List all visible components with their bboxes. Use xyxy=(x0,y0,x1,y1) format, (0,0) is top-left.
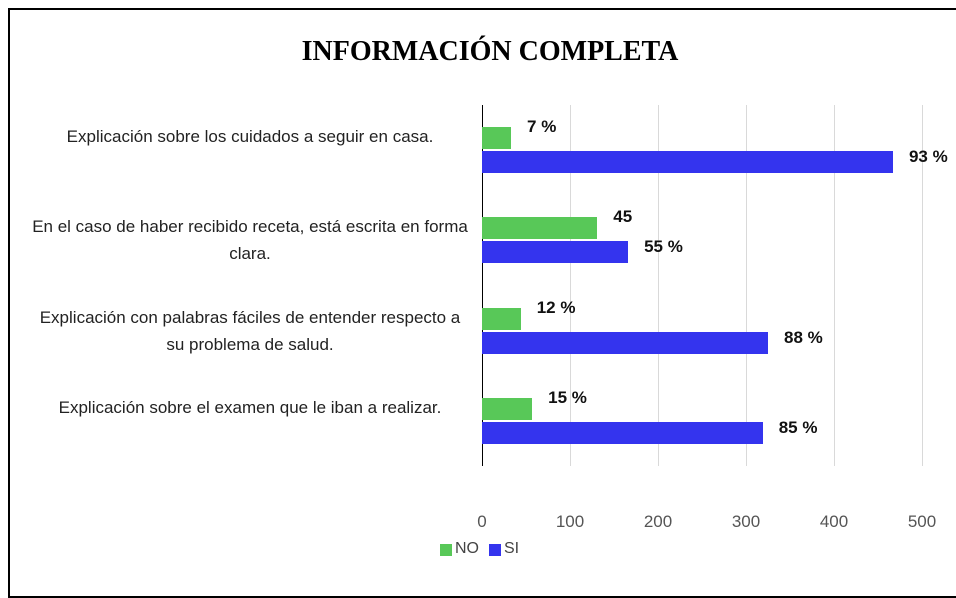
grid-line xyxy=(746,105,747,466)
value-label: 55 % xyxy=(644,237,683,257)
grid-line xyxy=(834,105,835,466)
category-label: Explicación con palabras fáciles de ente… xyxy=(39,307,461,354)
x-tick-label: 0 xyxy=(477,512,487,531)
x-tick-label: 300 xyxy=(731,512,761,531)
value-label: 7 % xyxy=(527,117,557,137)
grid-line xyxy=(658,105,659,466)
x-tick-label: 400 xyxy=(819,512,849,531)
legend-label: SI xyxy=(504,540,520,557)
value-label: 12 % xyxy=(536,297,576,317)
bar xyxy=(482,331,768,354)
x-tick-label: 200 xyxy=(643,512,673,531)
page: INFORMACIÓN COMPLETA 0 100 200 300 400 500 Exp… xyxy=(8,8,956,598)
legend-swatch xyxy=(489,544,501,556)
bar xyxy=(482,127,512,150)
category-label: En el caso de haber recibido receta, est… xyxy=(32,217,468,264)
category-label: Explicación sobre los cuidados a seguir … xyxy=(66,127,434,147)
value-label: 45 xyxy=(613,207,633,227)
value-label: 93 % xyxy=(908,147,948,167)
value-label: 88 % xyxy=(784,327,823,347)
bar xyxy=(482,397,533,420)
grid-line xyxy=(922,105,923,466)
y-axis-line xyxy=(482,105,483,466)
legend-swatch xyxy=(440,544,452,556)
value-label: 15 % xyxy=(548,387,587,407)
bar xyxy=(482,217,598,240)
legend-label: NO xyxy=(455,540,479,557)
bar xyxy=(482,421,763,444)
grid-line xyxy=(570,105,571,466)
chart-title: INFORMACIÓN COMPLETA xyxy=(301,36,679,67)
category-label: Explicación sobre el examen que le iban … xyxy=(58,397,442,417)
x-tick-label: 100 xyxy=(555,512,585,531)
value-label: 85 % xyxy=(778,417,818,437)
bar xyxy=(482,307,521,330)
bar xyxy=(482,151,893,174)
bar xyxy=(482,241,629,264)
x-tick-label: 500 xyxy=(907,512,937,531)
